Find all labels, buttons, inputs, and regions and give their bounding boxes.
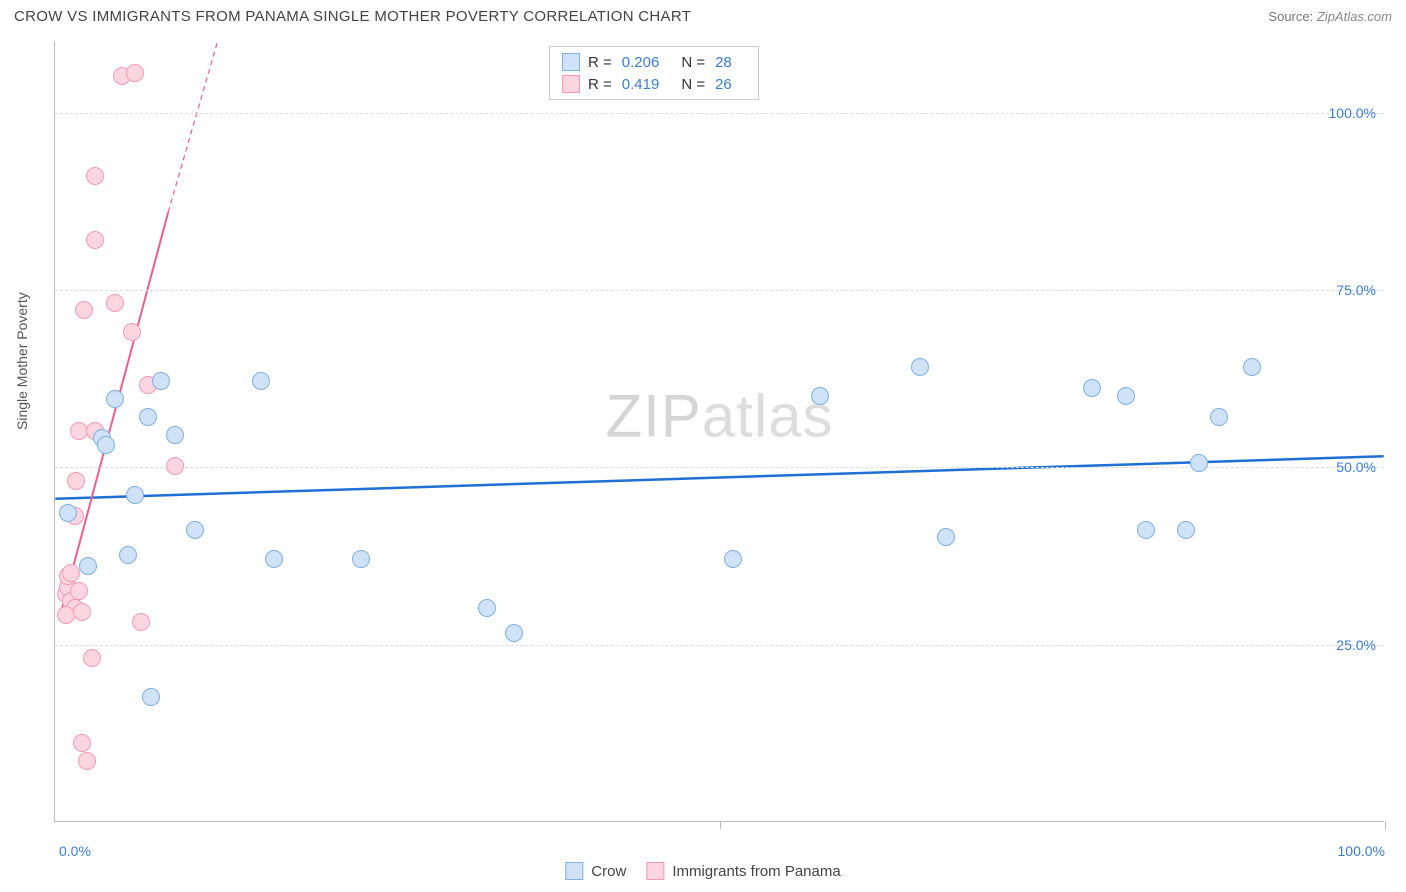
data-point-crow xyxy=(152,372,170,390)
data-point-crow xyxy=(352,550,370,568)
data-point-crow xyxy=(911,358,929,376)
x-tick xyxy=(1385,821,1386,829)
n-value-panama: 26 xyxy=(715,76,732,93)
legend-label-crow: Crow xyxy=(591,863,626,880)
data-point-panama xyxy=(62,564,80,582)
source-label: Source: xyxy=(1268,9,1313,24)
legend-label-panama: Immigrants from Panama xyxy=(672,863,840,880)
legend-stats-row-panama: R = 0.419 N = 26 xyxy=(562,73,746,95)
data-point-crow xyxy=(166,426,184,444)
data-point-panama xyxy=(126,64,144,82)
swatch-panama xyxy=(646,862,664,880)
data-point-panama xyxy=(67,472,85,490)
data-point-crow xyxy=(186,521,204,539)
data-point-crow xyxy=(937,528,955,546)
r-value-panama: 0.419 xyxy=(622,76,660,93)
legend-stats: R = 0.206 N = 28 R = 0.419 N = 26 xyxy=(549,46,759,100)
data-point-crow xyxy=(139,408,157,426)
gridline xyxy=(55,467,1384,468)
data-point-crow xyxy=(106,390,124,408)
y-axis-label: Single Mother Poverty xyxy=(14,292,30,430)
r-label: R = xyxy=(588,76,612,93)
data-point-panama xyxy=(75,301,93,319)
source-attribution: Source: ZipAtlas.com xyxy=(1268,9,1392,24)
data-point-crow xyxy=(1137,521,1155,539)
scatter-chart: ZIPatlas R = 0.206 N = 28 R = 0.419 N = … xyxy=(54,42,1384,822)
n-label: N = xyxy=(681,54,705,71)
data-point-panama xyxy=(73,603,91,621)
data-point-panama xyxy=(86,167,104,185)
data-point-crow xyxy=(478,599,496,617)
data-point-crow xyxy=(724,550,742,568)
data-point-crow xyxy=(1083,379,1101,397)
gridline xyxy=(55,113,1384,114)
r-value-crow: 0.206 xyxy=(622,54,660,71)
data-point-crow xyxy=(252,372,270,390)
x-tick-label: 100.0% xyxy=(1338,843,1385,859)
data-point-crow xyxy=(59,504,77,522)
gridline xyxy=(55,645,1384,646)
data-point-panama xyxy=(123,323,141,341)
swatch-panama xyxy=(562,75,580,93)
y-tick-label: 25.0% xyxy=(1336,637,1376,653)
data-point-crow xyxy=(1117,387,1135,405)
data-point-crow xyxy=(505,624,523,642)
data-point-crow xyxy=(1210,408,1228,426)
legend-stats-row-crow: R = 0.206 N = 28 xyxy=(562,51,746,73)
data-point-crow xyxy=(97,436,115,454)
data-point-crow xyxy=(1177,521,1195,539)
data-point-crow xyxy=(126,486,144,504)
x-tick xyxy=(720,821,721,829)
data-point-crow xyxy=(119,546,137,564)
legend-series: Crow Immigrants from Panama xyxy=(565,862,840,880)
n-label: N = xyxy=(681,76,705,93)
data-point-crow xyxy=(265,550,283,568)
swatch-crow xyxy=(565,862,583,880)
data-point-panama xyxy=(132,613,150,631)
data-point-panama xyxy=(166,457,184,475)
data-point-panama xyxy=(83,649,101,667)
r-label: R = xyxy=(588,54,612,71)
data-point-panama xyxy=(86,231,104,249)
data-point-panama xyxy=(78,752,96,770)
data-point-panama xyxy=(73,734,91,752)
swatch-crow xyxy=(562,53,580,71)
data-point-crow xyxy=(811,387,829,405)
data-point-crow xyxy=(79,557,97,575)
y-tick-label: 50.0% xyxy=(1336,459,1376,475)
data-point-panama xyxy=(70,582,88,600)
y-tick-label: 100.0% xyxy=(1329,105,1376,121)
chart-title: CROW VS IMMIGRANTS FROM PANAMA SINGLE MO… xyxy=(14,8,691,25)
n-value-crow: 28 xyxy=(715,54,732,71)
data-point-crow xyxy=(1243,358,1261,376)
x-tick-label: 0.0% xyxy=(59,843,91,859)
data-point-panama xyxy=(106,294,124,312)
gridline xyxy=(55,290,1384,291)
source-value: ZipAtlas.com xyxy=(1317,9,1392,24)
watermark: ZIPatlas xyxy=(605,381,833,450)
legend-item-panama: Immigrants from Panama xyxy=(646,862,840,880)
data-point-crow xyxy=(1190,454,1208,472)
data-point-crow xyxy=(142,688,160,706)
legend-item-crow: Crow xyxy=(565,862,626,880)
trend-lines xyxy=(55,42,1384,821)
y-tick-label: 75.0% xyxy=(1336,282,1376,298)
